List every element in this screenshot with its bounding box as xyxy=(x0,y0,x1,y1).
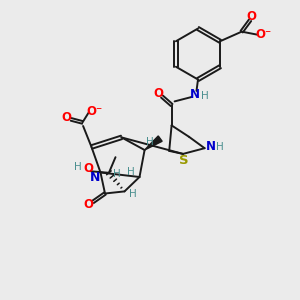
Text: H: H xyxy=(146,136,154,147)
Polygon shape xyxy=(145,136,162,150)
Text: N: N xyxy=(190,88,200,101)
Text: O⁻: O⁻ xyxy=(256,28,272,40)
Text: H: H xyxy=(201,91,208,101)
Text: O: O xyxy=(247,10,256,23)
Text: O: O xyxy=(61,111,72,124)
Text: O: O xyxy=(83,162,93,176)
Text: N: N xyxy=(206,140,216,153)
Text: H: H xyxy=(216,142,224,152)
Text: H: H xyxy=(129,189,137,199)
Text: H: H xyxy=(113,169,121,179)
Text: H: H xyxy=(74,162,82,172)
Text: O: O xyxy=(153,87,164,100)
Text: S: S xyxy=(179,154,189,167)
Text: O⁻: O⁻ xyxy=(86,105,103,118)
Text: H: H xyxy=(127,167,134,177)
Text: N: N xyxy=(90,171,100,184)
Text: O: O xyxy=(83,198,94,212)
